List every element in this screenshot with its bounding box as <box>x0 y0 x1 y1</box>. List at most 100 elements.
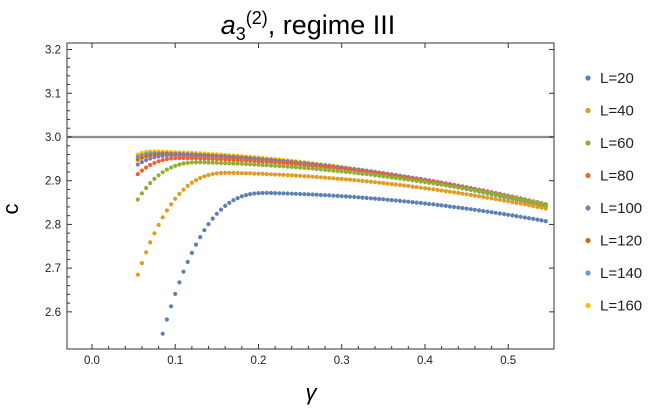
data-point <box>360 195 365 200</box>
data-point <box>460 191 465 196</box>
data-point <box>510 195 515 200</box>
data-point <box>506 212 511 217</box>
data-point <box>273 172 278 177</box>
data-point <box>148 162 153 168</box>
data-point <box>460 186 465 191</box>
data-point <box>427 186 432 191</box>
data-point <box>144 154 149 159</box>
data-point <box>152 176 157 181</box>
data-point <box>397 198 403 203</box>
data-point <box>169 153 174 158</box>
data-point <box>493 192 498 197</box>
data-point <box>310 174 315 179</box>
data-point <box>156 173 161 178</box>
data-point <box>281 161 286 166</box>
data-point <box>293 162 298 167</box>
data-point <box>443 189 448 194</box>
data-point <box>277 172 282 177</box>
data-point <box>148 240 153 245</box>
data-point <box>372 196 378 201</box>
data-point <box>202 156 207 161</box>
data-point <box>418 185 423 190</box>
data-point <box>206 172 211 178</box>
data-point <box>410 200 415 205</box>
data-point <box>435 187 440 192</box>
data-point <box>464 192 469 197</box>
data-point <box>173 196 178 201</box>
data-point <box>173 291 178 296</box>
data-point <box>302 165 307 170</box>
data-point <box>160 170 165 175</box>
data-point <box>135 162 140 167</box>
data-point <box>256 191 261 196</box>
data-point <box>518 214 523 219</box>
data-point <box>493 210 498 215</box>
data-point <box>293 173 298 178</box>
data-point <box>456 185 461 190</box>
data-point <box>135 197 140 202</box>
data-point <box>264 160 269 165</box>
data-point <box>531 203 536 209</box>
data-point <box>239 171 244 176</box>
data-point <box>260 159 265 164</box>
data-point <box>343 194 348 199</box>
data-point <box>169 202 174 207</box>
data-point <box>185 156 190 161</box>
title-rest: , regime III <box>268 10 396 40</box>
data-point <box>431 187 436 192</box>
data-point <box>135 154 140 159</box>
data-point <box>352 194 357 200</box>
data-point <box>285 164 290 169</box>
data-point <box>477 194 482 199</box>
data-point <box>493 197 498 202</box>
data-point <box>289 191 294 196</box>
data-point <box>173 153 178 158</box>
data-point <box>198 235 203 240</box>
data-point <box>273 163 278 168</box>
data-point <box>347 170 353 175</box>
data-point <box>352 170 357 175</box>
data-point <box>402 183 407 188</box>
data-point <box>144 165 149 170</box>
data-point <box>360 171 365 176</box>
data-point <box>343 177 348 182</box>
data-point <box>452 204 457 210</box>
data-point <box>323 167 328 172</box>
data-point <box>198 160 203 165</box>
y-tick-label: 2.8 <box>45 219 61 231</box>
chart-title: a3(2), regime III <box>221 8 396 44</box>
data-point <box>293 165 298 170</box>
data-point <box>535 204 540 209</box>
data-point <box>368 196 373 201</box>
data-point <box>481 208 486 214</box>
data-point <box>306 174 311 179</box>
data-point <box>193 242 199 247</box>
data-point <box>381 181 386 186</box>
data-point <box>406 177 411 182</box>
data-point <box>206 156 211 161</box>
data-point <box>252 162 257 167</box>
data-point <box>347 177 353 182</box>
data-point <box>489 196 494 201</box>
data-point <box>298 173 303 178</box>
data-point <box>447 184 452 189</box>
data-point <box>160 158 165 163</box>
data-point <box>281 191 286 196</box>
data-point <box>385 181 390 186</box>
data-point <box>464 186 469 191</box>
x-tick-label: 0.1 <box>167 355 183 367</box>
data-point <box>144 158 149 163</box>
data-point <box>193 156 199 161</box>
data-point <box>472 207 477 212</box>
data-point <box>239 161 244 166</box>
data-point <box>422 201 428 206</box>
data-point <box>256 159 261 164</box>
data-point <box>372 173 378 178</box>
data-point <box>231 161 236 166</box>
data-point <box>144 250 149 255</box>
data-point <box>302 174 307 179</box>
data-point <box>481 194 486 200</box>
data-point <box>477 208 482 213</box>
data-point <box>502 212 507 217</box>
data-point <box>526 216 532 221</box>
